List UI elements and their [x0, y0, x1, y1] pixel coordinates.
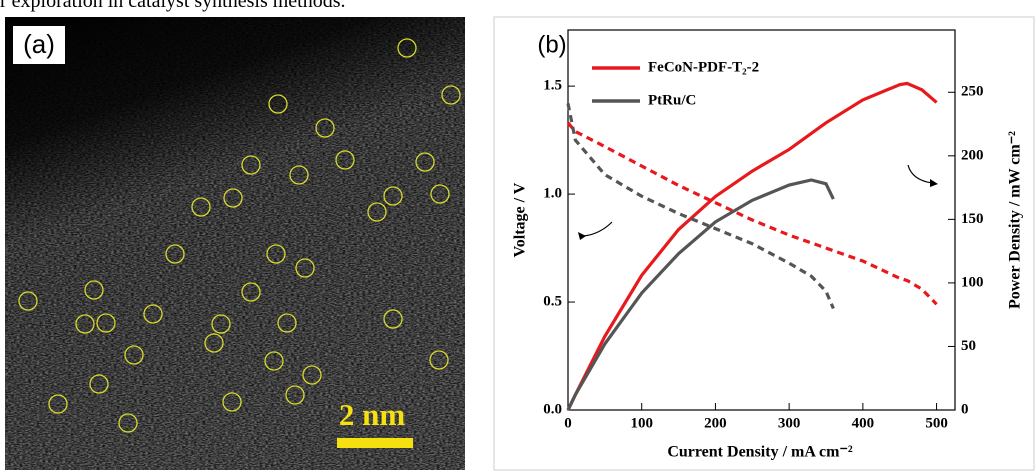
- y-tick-label: 1.5: [543, 78, 562, 94]
- page: {"caption_fragment":"r exploration in ca…: [0, 0, 1036, 474]
- x-axis-label: Current Density / mA cm⁻²: [667, 444, 853, 461]
- arrow-head: [930, 179, 938, 187]
- x-tick-label: 300: [778, 415, 801, 431]
- voltage-line: [568, 103, 833, 308]
- y-tick-label: 1.0: [543, 186, 562, 202]
- arrow: [584, 222, 612, 236]
- y2-tick-label: 0: [961, 401, 969, 417]
- y-tick-label: 0.5: [543, 293, 562, 309]
- y2-tick-label: 100: [961, 274, 984, 290]
- x-tick-label: 400: [852, 415, 875, 431]
- scale-bar-label: 2 nm: [339, 397, 405, 432]
- legend-label: PtRu/C: [648, 92, 696, 108]
- panel-label: (b): [537, 31, 566, 58]
- power-line: [568, 180, 833, 410]
- x-tick-label: 200: [704, 415, 727, 431]
- x-tick-label: 100: [630, 415, 653, 431]
- y2-tick-label: 200: [961, 147, 984, 163]
- panel-frame: [494, 17, 1034, 470]
- panel-label: (a): [23, 29, 55, 59]
- arrow-head: [578, 232, 586, 240]
- y-axis-label: Voltage / V: [512, 182, 529, 257]
- scale-bar: [337, 438, 413, 448]
- power-line: [568, 83, 937, 410]
- figure: (a) 2 nm (b) Current Density / mA cm⁻² V…: [0, 0, 1036, 474]
- y-tick-label: 0.0: [543, 401, 562, 417]
- y2-axis-label: Power Density / mW cm⁻²: [1007, 131, 1024, 309]
- x-tick-label: 0: [564, 415, 572, 431]
- x-tick-label: 500: [925, 415, 948, 431]
- y2-tick-label: 250: [961, 84, 984, 100]
- legend-label: FeCoN-PDF-T₂-2: [648, 59, 759, 75]
- y2-tick-label: 150: [961, 211, 984, 227]
- voltage-line: [568, 123, 937, 304]
- arrow: [908, 165, 932, 183]
- y2-tick-label: 50: [961, 338, 976, 354]
